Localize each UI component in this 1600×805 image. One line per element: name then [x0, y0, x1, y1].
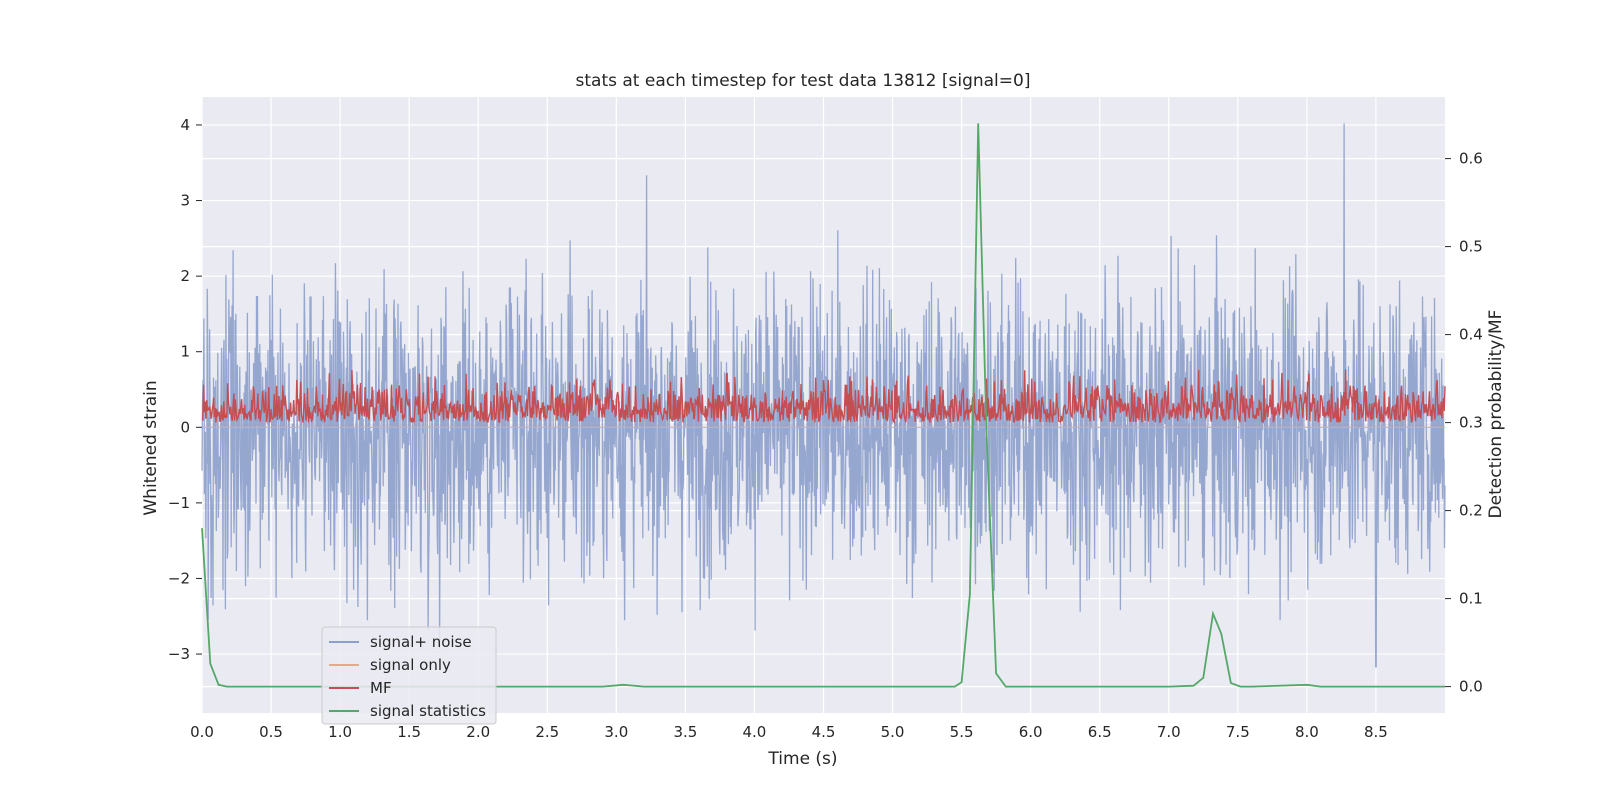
series-line-signal-statistics: [201, 123, 1445, 688]
y-right-tick-label: 0.6: [1459, 150, 1483, 168]
legend-box: [321, 626, 497, 725]
y-axis-left-ticks: −3 −2 −1 0 1 2 3 4: [168, 116, 202, 663]
legend-label-signal-statistics: signal statistics: [370, 702, 486, 720]
x-tick-label: 7.0: [1157, 723, 1181, 741]
y-left-tick-label: −1: [168, 494, 190, 512]
x-tick-label: 2.0: [466, 723, 490, 741]
y-right-tick-label: 0.0: [1459, 678, 1483, 696]
x-tick-label: 5.0: [881, 723, 905, 741]
y-axis-left-label: Whitened strain: [141, 380, 161, 515]
x-tick-label: 3.5: [673, 723, 697, 741]
legend-label-signal-only: signal only: [370, 656, 451, 674]
x-tick-label: 7.5: [1226, 723, 1250, 741]
series-line-mf: [201, 369, 1446, 425]
y-left-tick-label: 1: [180, 343, 190, 361]
x-tick-label: 2.5: [535, 723, 559, 741]
x-tick-label: 6.5: [1088, 723, 1112, 741]
y-right-tick-label: 0.5: [1459, 238, 1483, 256]
x-tick-label: 3.0: [604, 723, 628, 741]
x-tick-label: 4.5: [812, 723, 836, 741]
legend: signal+ noise signal only MF signal stat…: [321, 626, 497, 725]
chart-title: stats at each timestep for test data 138…: [576, 71, 1031, 91]
legend-label-mf: MF: [370, 679, 392, 697]
y-left-tick-label: −3: [168, 645, 190, 663]
y-right-tick-label: 0.4: [1459, 326, 1483, 344]
y-left-tick-label: 3: [180, 192, 190, 210]
y-right-tick-label: 0.1: [1459, 590, 1483, 608]
series-signal-statistics: [201, 123, 1445, 688]
y-left-tick-label: 2: [180, 267, 190, 285]
x-tick-label: 0.5: [259, 723, 283, 741]
x-axis-ticks: 0.0 0.5 1.0 1.5 2.0 2.5 3.0 3.5 4.0 4.5 5.0 5.5 6.0 6…: [190, 723, 1388, 741]
x-tick-label: 8.0: [1295, 723, 1319, 741]
x-tick-label: 5.5: [950, 723, 974, 741]
x-tick-label: 0.0: [190, 723, 214, 741]
x-tick-label: 8.5: [1364, 723, 1388, 741]
x-tick-label: 1.5: [397, 723, 421, 741]
y-left-tick-label: 0: [180, 418, 190, 436]
y-right-tick-label: 0.3: [1459, 414, 1483, 432]
x-axis-label: Time (s): [767, 749, 837, 769]
legend-label-signal-noise: signal+ noise: [370, 633, 472, 651]
y-left-tick-label: 4: [180, 116, 190, 134]
y-axis-right-label: Detection probability/MF: [1486, 310, 1506, 519]
series-mf: [201, 369, 1446, 425]
y-right-tick-label: 0.2: [1459, 502, 1483, 520]
y-left-tick-label: −2: [168, 569, 190, 587]
y-axis-right-ticks: 0.0 0.1 0.2 0.3 0.4 0.5 0.6: [1445, 150, 1483, 696]
x-tick-label: 6.0: [1019, 723, 1043, 741]
x-tick-label: 1.0: [328, 723, 352, 741]
x-tick-label: 4.0: [743, 723, 767, 741]
